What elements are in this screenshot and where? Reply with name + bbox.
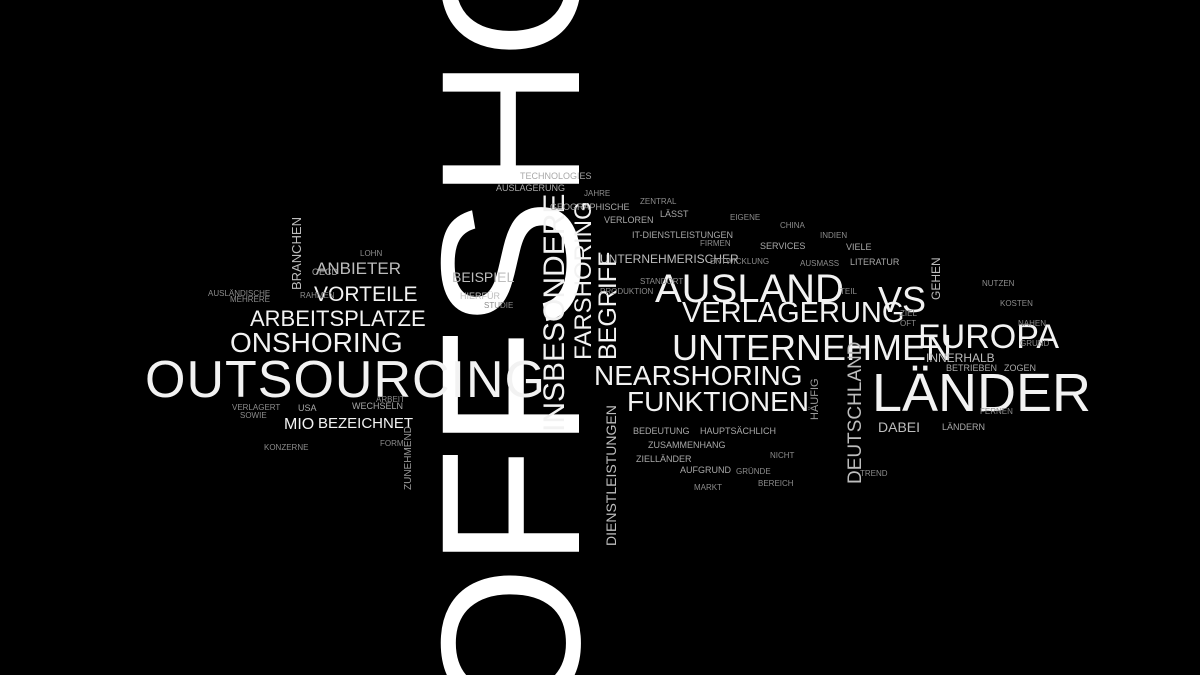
word-nutzen: NUTZEN — [982, 279, 1015, 288]
word-aufgrund: AUFGRUND — [680, 465, 731, 475]
word-arbeit: ARBEIT — [376, 395, 405, 404]
word-markt: MARKT — [694, 483, 722, 492]
word-mehrere: MEHRERE — [230, 295, 271, 304]
word-china: CHINA — [780, 221, 805, 230]
word-lohn: LOHN — [360, 249, 383, 258]
word-laesst: LÄSST — [660, 209, 689, 219]
word-standort: STANDORT — [640, 277, 684, 286]
word-innerhalb: INNERHALB — [926, 351, 995, 365]
word-it-dienstleistungen: IT-DIENSTLEISTUNGEN — [632, 230, 734, 240]
word-entwicklung: ENTWICKLUNG — [710, 257, 770, 266]
word-arbeitsplaetze: ARBEITSPLATZE — [250, 306, 426, 331]
word-europa: EUROPA — [918, 318, 1060, 356]
word-insbesondere: INSBESONDERE — [538, 193, 571, 432]
word-oecd: OECD — [312, 267, 339, 277]
word-laendern: LÄNDERN — [942, 422, 986, 432]
word-oft: OFT — [900, 319, 916, 328]
word-fernen: FERNEN — [980, 407, 1013, 416]
word-verloren: VERLOREN — [604, 215, 654, 225]
word-dabei: DABEI — [878, 419, 921, 435]
word-verlagert: VERLAGERT — [232, 403, 281, 412]
word-dienstleistungen: DIENSTLEISTUNGEN — [603, 405, 619, 546]
word-begriff: BEGRIFF — [594, 251, 622, 360]
word-technologies: TECHNOLOGIES — [520, 171, 592, 181]
word-eigene: EIGENE — [730, 213, 761, 222]
word-bereich: BEREICH — [758, 479, 794, 488]
word-onshoring: ONSHORING — [230, 327, 403, 358]
word-mio: MIO — [284, 416, 315, 433]
word-ausmass: AUSMASS — [800, 259, 840, 268]
word-hauptsaechlich: HAUPTSÄCHLICH — [700, 426, 777, 436]
word-viele: VIELE — [846, 242, 872, 252]
word-sowie: SOWIE — [240, 411, 267, 420]
word-funktionen: FUNKTIONEN — [627, 386, 809, 417]
word-deutschland: DEUTSCHLAND — [845, 341, 866, 484]
word-konzerne: KONZERNE — [264, 443, 309, 452]
word-gruende: GRÜNDE — [736, 467, 771, 476]
word-branchen: BRANCHEN — [289, 217, 304, 290]
word-farshoring: FARSHORING — [570, 201, 597, 360]
word-jahre: JAHRE — [584, 189, 611, 198]
word-nicht: NICHT — [770, 451, 795, 460]
word-studie: STUDIE — [484, 301, 514, 310]
word-laender: LÄNDER — [872, 363, 1092, 423]
word-usa: USA — [298, 403, 317, 413]
word-produktion: PRODUKTION — [600, 287, 654, 296]
word-zunehmend: ZUNEHMEND — [403, 426, 414, 490]
word-unternehmerischer: UNTERNEHMERISCHER — [600, 252, 739, 266]
word-zusammenhang: ZUSAMMENHANG — [648, 440, 726, 450]
word-nearshoring: NEARSHORING — [594, 360, 803, 391]
word-zogen: ZOGEN — [1004, 363, 1037, 373]
word-auslagerung: AUSLAGERUNG — [496, 183, 566, 193]
word-firmen: FIRMEN — [700, 239, 731, 248]
word-rahmen: RAHMEN — [300, 291, 335, 300]
word-haeufig: HÄUFIG — [809, 378, 821, 420]
word-auslaendische: AUSLÄNDISCHE — [208, 289, 271, 298]
word-zentral: ZENTRAL — [640, 197, 677, 206]
word-beispiel: BEISPIEL — [452, 269, 515, 285]
word-unternehmen: UNTERNEHMEN — [672, 327, 953, 368]
word-bezeichnet: BEZEICHNET — [318, 415, 414, 432]
word-geographische: GEOGRAPHISCHE — [550, 202, 630, 212]
word-services: SERVICES — [760, 241, 806, 251]
word-indien: INDIEN — [820, 231, 848, 240]
word-teil: TEIL — [840, 287, 857, 296]
word-outsourcing: OUTSOURCING — [145, 351, 546, 409]
word-kosten: KOSTEN — [1000, 299, 1033, 308]
word-trend: TREND — [860, 469, 888, 478]
word-ausland: AUSLAND — [655, 267, 844, 311]
word-gehen: GEHEN — [929, 257, 943, 300]
word-bedeutung: BEDEUTUNG — [633, 426, 690, 436]
word-hierfuer: HIERFÜR — [460, 291, 500, 301]
word-nahen: NAHEN — [1018, 319, 1047, 328]
word-literatur: LITERATUR — [850, 257, 900, 267]
word-form: FORM — [380, 439, 404, 448]
word-vs: VS — [878, 279, 927, 320]
word-vorteile: VORTEILE — [314, 283, 418, 306]
word-ziellaender: ZIELLÄNDER — [636, 454, 692, 464]
word-anbieter: ANBIETER — [316, 259, 402, 278]
word-wechseln: WECHSELN — [352, 401, 404, 411]
word-betrieben: BETRIEBEN — [946, 363, 998, 373]
word-verlagerung: VERLAGERUNG — [682, 297, 905, 329]
word-ziel: ZIEL — [900, 309, 917, 318]
word-grund: GRUND — [1020, 339, 1050, 348]
